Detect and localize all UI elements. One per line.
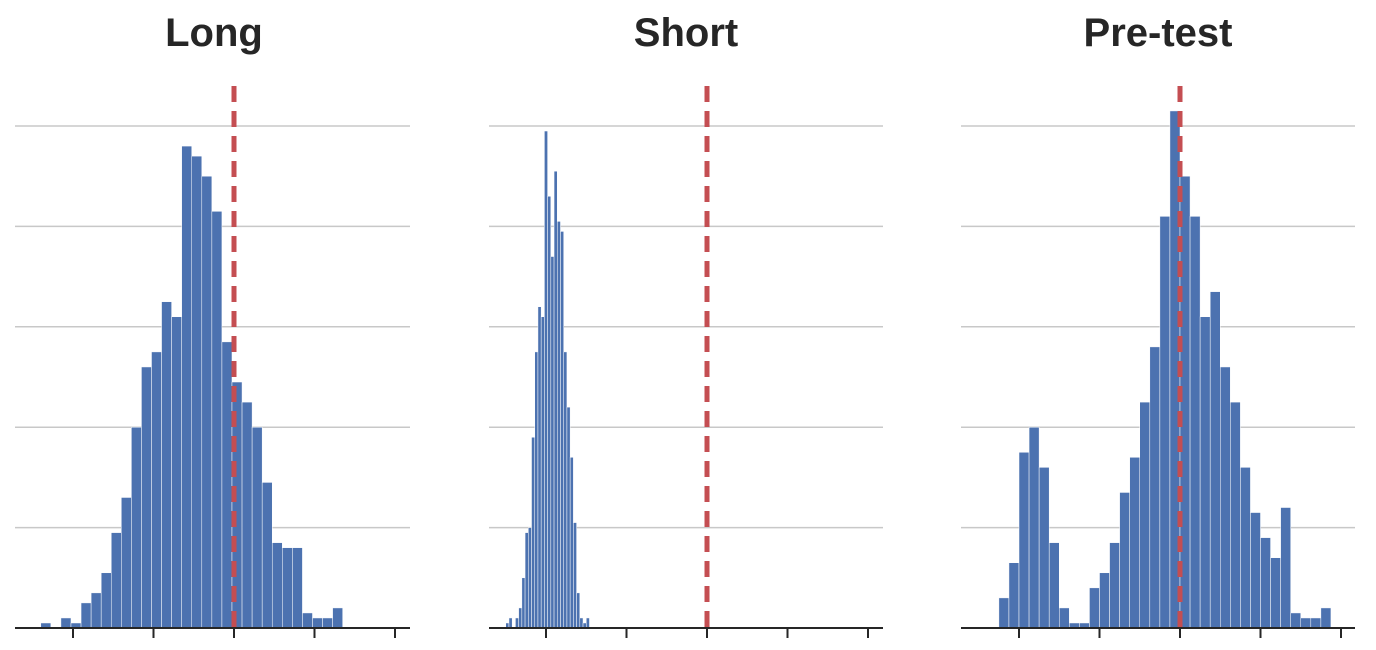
bar-pre-test-3 (1028, 426, 1040, 629)
panel-title-pre-test: Pre-test (1084, 11, 1233, 55)
bar-short-12 (544, 130, 548, 629)
bar-pre-test-4 (1038, 467, 1050, 629)
bar-short-11 (540, 316, 545, 629)
bar-long-9 (131, 426, 142, 629)
bar-short-8 (531, 436, 535, 629)
bar-long-2 (60, 617, 72, 629)
bar-long-8 (121, 497, 132, 629)
bar-long-6 (100, 572, 112, 629)
bar-short-10 (537, 306, 542, 629)
bar-long-11 (151, 351, 162, 629)
bar-short-6 (524, 532, 529, 629)
bar-pre-test-0 (998, 597, 1010, 629)
bar-long-28 (322, 617, 333, 629)
bar-long-15 (191, 155, 203, 629)
bar-short-14 (550, 256, 555, 629)
bar-pre-test-32 (1320, 607, 1332, 629)
bar-short-3 (515, 617, 519, 629)
bar-pre-test-19 (1189, 216, 1201, 629)
bar-pre-test-25 (1250, 512, 1261, 629)
panel-title-short: Short (634, 11, 738, 55)
bar-pre-test-23 (1230, 401, 1241, 629)
bar-pre-test-22 (1220, 366, 1231, 629)
bar-short-15 (553, 170, 558, 629)
bar-long-10 (141, 366, 152, 629)
bar-long-23 (271, 542, 283, 629)
panel-short: Short (489, 11, 883, 638)
bar-long-24 (282, 547, 293, 629)
bar-short-22 (576, 592, 581, 629)
bar-short-16 (557, 221, 561, 629)
bar-pre-test-15 (1149, 346, 1161, 629)
bar-pre-test-9 (1089, 587, 1100, 629)
bar-pre-test-14 (1139, 401, 1151, 629)
bar-short-25 (586, 617, 590, 629)
bar-short-19 (566, 406, 571, 629)
bar-long-18 (221, 341, 233, 629)
bar-short-21 (573, 522, 577, 629)
bar-long-14 (181, 145, 192, 629)
bar-short-23 (579, 617, 584, 629)
panel-pre-test: Pre-test (961, 11, 1355, 638)
panel-long: Long (15, 11, 410, 638)
bar-long-5 (90, 592, 102, 629)
bar-pre-test-30 (1300, 617, 1312, 629)
bar-long-13 (171, 316, 182, 629)
bar-long-21 (251, 426, 263, 629)
bar-long-29 (332, 607, 343, 629)
bar-pre-test-20 (1199, 316, 1211, 629)
panel-title-long: Long (165, 11, 263, 55)
bar-long-16 (201, 175, 213, 629)
bar-pre-test-12 (1119, 492, 1130, 629)
bar-pre-test-29 (1290, 612, 1301, 629)
bar-pre-test-26 (1260, 537, 1271, 629)
bar-pre-test-21 (1209, 291, 1221, 629)
bar-pre-test-5 (1048, 542, 1060, 629)
bar-long-4 (80, 602, 92, 629)
bar-pre-test-2 (1018, 452, 1030, 629)
bar-short-1 (508, 617, 513, 629)
bar-short-4 (518, 607, 523, 629)
bar-pre-test-1 (1008, 562, 1020, 629)
bar-long-17 (211, 211, 223, 629)
bar-pre-test-6 (1059, 607, 1070, 629)
bar-pre-test-13 (1129, 457, 1140, 629)
bar-pre-test-28 (1280, 507, 1291, 629)
bar-short-20 (569, 457, 574, 629)
bar-pre-test-31 (1310, 617, 1322, 629)
bar-long-22 (261, 482, 273, 629)
bar-pre-test-27 (1270, 557, 1281, 629)
bar-pre-test-10 (1099, 572, 1110, 629)
bar-long-20 (241, 401, 253, 629)
bar-pre-test-24 (1240, 467, 1251, 629)
bar-short-5 (521, 577, 526, 629)
bar-pre-test-11 (1109, 542, 1120, 629)
bar-long-12 (161, 301, 172, 629)
bar-short-17 (560, 231, 564, 629)
bar-short-18 (563, 351, 568, 629)
bar-short-7 (528, 527, 532, 629)
bar-short-9 (534, 351, 539, 629)
bar-long-27 (312, 617, 323, 629)
bar-long-25 (292, 547, 303, 629)
bar-long-26 (302, 612, 313, 629)
bar-short-13 (547, 196, 552, 629)
bar-long-7 (110, 532, 122, 629)
bar-pre-test-16 (1159, 216, 1171, 629)
